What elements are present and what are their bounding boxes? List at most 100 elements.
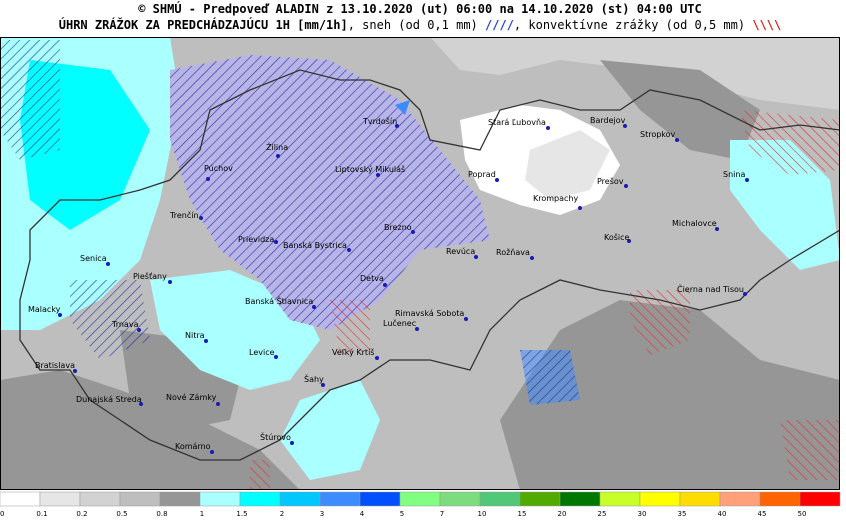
legend-swatch xyxy=(319,491,361,507)
map-subtitle: ÚHRN ZRÁŽOK ZA PREDCHÁDZAJÚCU 1H [mm/1h]… xyxy=(59,17,782,32)
legend-swatch xyxy=(199,491,241,507)
city-dot xyxy=(743,292,747,296)
city-label: Štúrovo xyxy=(260,431,291,442)
legend: 0 0.1 0.2 0.5 0.8 1 1.5 2 3 4 5 7 10 15 20 25 30 35 40 45 50 xyxy=(0,491,841,518)
city-dot xyxy=(395,124,399,128)
legend-label: 30 xyxy=(638,510,647,518)
legend-label: 0.5 xyxy=(116,510,127,518)
city-dot xyxy=(274,240,278,244)
legend-label: 10 xyxy=(478,510,487,518)
city-dot xyxy=(73,369,77,373)
city-label: Čierna nad Tisou xyxy=(677,283,744,294)
city-dot xyxy=(274,355,278,359)
city-label: Lučenec xyxy=(383,318,416,328)
city-label: Tvrdošín xyxy=(362,116,397,126)
legend-swatch xyxy=(119,491,161,507)
snow-hatch xyxy=(0,40,60,160)
legend-label: 0.8 xyxy=(156,510,167,518)
city-dot xyxy=(106,262,110,266)
city-label: Detva xyxy=(360,274,384,283)
city-dot xyxy=(546,126,550,130)
city-dot xyxy=(383,283,387,287)
city-dot xyxy=(624,184,628,188)
city-label: Brezno xyxy=(384,223,412,232)
city-dot xyxy=(415,327,419,331)
legend-label: 50 xyxy=(798,510,807,518)
legend-swatch xyxy=(719,491,761,507)
city-label: Prešov xyxy=(597,176,624,186)
city-dot xyxy=(276,154,280,158)
city-label: Senica xyxy=(80,254,107,263)
city-dot xyxy=(347,248,351,252)
legend-label: 40 xyxy=(718,510,727,518)
snow-hatch xyxy=(170,55,490,330)
city-dot xyxy=(210,450,214,454)
city-dot xyxy=(206,177,210,181)
city-label: Liptovský Mikuláš xyxy=(335,164,405,174)
legend-swatch xyxy=(39,491,81,507)
city-layer: Tvrdošín Žilina Púchov Liptovský Mikuláš Sta… xyxy=(28,116,749,454)
legend-swatch xyxy=(79,491,121,507)
city-label: Rožňava xyxy=(496,247,530,257)
legend-swatch xyxy=(439,491,481,507)
city-label: Žilina xyxy=(266,141,288,152)
city-dot xyxy=(58,313,62,317)
city-label: Snina xyxy=(723,170,745,179)
legend-swatch xyxy=(639,491,681,507)
city-label: Rimavská Sobota xyxy=(395,309,464,318)
legend-label: 0 xyxy=(0,510,4,518)
city-label: Stará Ľubovňa xyxy=(488,117,546,127)
city-dot xyxy=(376,173,380,177)
city-dot xyxy=(464,317,468,321)
city-dot xyxy=(321,383,325,387)
map-frame xyxy=(0,37,840,490)
country-border xyxy=(19,69,840,461)
city-dot xyxy=(137,328,141,332)
city-dot xyxy=(375,356,379,360)
convective-hatch xyxy=(330,300,370,355)
field-dark xyxy=(500,300,840,490)
legend-label: 45 xyxy=(758,510,767,518)
city-label: Stropkov xyxy=(640,130,676,139)
convective-symbol: \\\\ xyxy=(752,18,781,32)
city-label: Malacky xyxy=(28,305,61,314)
lake xyxy=(395,100,410,115)
convective-hatch xyxy=(250,460,270,490)
city-dot xyxy=(530,256,534,260)
legend-swatch xyxy=(679,491,721,507)
map-title: © SHMÚ - Predpoveď ALADIN z 13.10.2020 (… xyxy=(138,1,702,16)
city-label: Banská Štiavnica xyxy=(245,295,313,306)
legend-label: 20 xyxy=(558,510,567,518)
legend-label: 7 xyxy=(440,510,444,518)
legend-swatch xyxy=(599,491,641,507)
city-dot xyxy=(290,441,294,445)
convective-hatch xyxy=(630,290,690,355)
city-label: Košice xyxy=(604,232,630,242)
subtitle-main: ÚHRN ZRÁŽOK ZA PREDCHÁDZAJÚCU 1H [mm/1h] xyxy=(59,17,348,32)
city-dot xyxy=(495,178,499,182)
city-dot xyxy=(139,402,143,406)
city-dot xyxy=(312,305,316,309)
legend-label: 35 xyxy=(678,510,687,518)
legend-label: 1 xyxy=(200,510,204,518)
legend-swatch xyxy=(279,491,321,507)
snow-hatch xyxy=(520,350,580,405)
legend-swatch xyxy=(399,491,441,507)
city-dot xyxy=(216,402,220,406)
city-dot xyxy=(199,216,203,220)
legend-swatch xyxy=(479,491,521,507)
city-label: Trnava xyxy=(111,320,139,329)
city-label: Šahy xyxy=(304,373,324,384)
legend-label: 3 xyxy=(320,510,324,518)
legend-swatch xyxy=(0,491,41,507)
city-label: Revúca xyxy=(446,247,475,256)
city-dot xyxy=(411,230,415,234)
city-dot xyxy=(745,178,749,182)
field-light xyxy=(525,130,610,200)
legend-label: 0.1 xyxy=(36,510,47,518)
city-dot xyxy=(675,138,679,142)
legend-swatch xyxy=(159,491,201,507)
legend-label: 25 xyxy=(598,510,607,518)
